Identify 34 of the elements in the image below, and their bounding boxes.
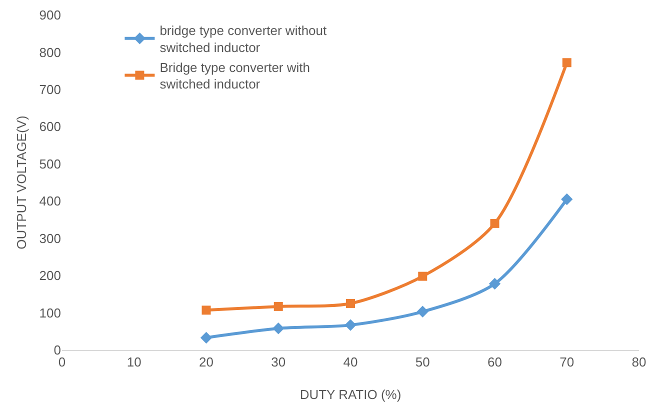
x-tick-label: 80 (632, 354, 646, 370)
x-tick-label: 40 (343, 354, 358, 370)
point (344, 319, 356, 331)
point (490, 218, 500, 228)
point (346, 298, 355, 308)
x-tick-label: 20 (199, 354, 214, 370)
y-axis-title: OUTPUT VOLTAGE(V) (14, 116, 29, 250)
point (562, 58, 572, 68)
point (202, 306, 211, 315)
point (561, 193, 573, 206)
y-tick-label: 800 (39, 44, 61, 60)
point (272, 322, 284, 334)
y-tick-label: 900 (39, 8, 61, 23)
x-tick-label: 70 (560, 354, 574, 370)
point (418, 272, 428, 281)
point (274, 302, 283, 311)
y-tick-label: 600 (39, 119, 61, 134)
y-tick-label: 200 (39, 268, 61, 284)
y-tick-label: 500 (39, 156, 61, 172)
x-tick-label: 60 (488, 354, 502, 370)
x-tick-label: 50 (415, 354, 430, 370)
x-axis-title: DUTY RATIO (%) (300, 387, 402, 402)
point (200, 332, 212, 344)
x-tick-label: 10 (126, 354, 142, 370)
point (488, 278, 501, 290)
y-tick-label: 400 (39, 194, 61, 209)
y-tick-label: 300 (39, 230, 61, 246)
y-tick-label: 100 (39, 305, 61, 320)
legend-label: Bridge type converter with switched inductor (160, 60, 310, 92)
point (416, 306, 428, 318)
x-tick-label: 30 (271, 354, 286, 370)
legend-label: bridge type converter without switched inductor (160, 23, 328, 55)
y-tick-label: 0 (54, 342, 61, 358)
y-tick-label: 700 (39, 82, 61, 97)
